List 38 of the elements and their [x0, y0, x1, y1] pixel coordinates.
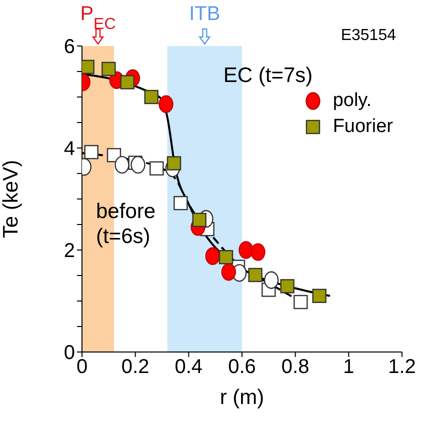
point	[192, 212, 206, 228]
band-label: P$_{EC}$	[80, 3, 116, 32]
text: E35154	[340, 27, 396, 44]
point	[248, 268, 262, 282]
point	[218, 250, 234, 264]
y-tick-label: 2	[64, 240, 75, 262]
point	[250, 243, 266, 261]
point	[158, 95, 174, 113]
point	[166, 156, 182, 170]
point	[144, 90, 158, 104]
y-tick-label: 4	[64, 138, 75, 160]
annotation: before (t=6s)	[96, 200, 156, 248]
point	[280, 279, 294, 294]
x-tick-label: 1.2	[388, 356, 416, 378]
legend-label: Fuorier	[332, 115, 393, 139]
point	[130, 156, 146, 174]
point	[264, 271, 279, 289]
x-tick-label: 0.4	[174, 356, 203, 378]
point	[102, 62, 116, 76]
legend-label: poly.	[332, 89, 372, 113]
band-label: ITB	[189, 3, 220, 25]
x-tick-label: 0.6	[228, 356, 256, 378]
y-tick-label: 0	[64, 342, 75, 364]
point	[114, 156, 130, 174]
y-tick-label: 6	[64, 36, 75, 58]
x-tick-label: 0.8	[281, 356, 310, 378]
point	[205, 247, 220, 265]
point	[174, 196, 188, 210]
point	[221, 263, 236, 281]
point	[84, 144, 98, 160]
point	[238, 241, 254, 259]
y-axis-title: Te (keV)	[0, 160, 22, 238]
x-tick-label: 0.2	[121, 356, 150, 378]
point	[312, 288, 326, 303]
x-tick-label: 1	[343, 356, 354, 378]
x-axis-title: r (m)	[220, 386, 264, 409]
point	[120, 75, 134, 90]
annotation: EC (t=7s)	[223, 64, 313, 87]
